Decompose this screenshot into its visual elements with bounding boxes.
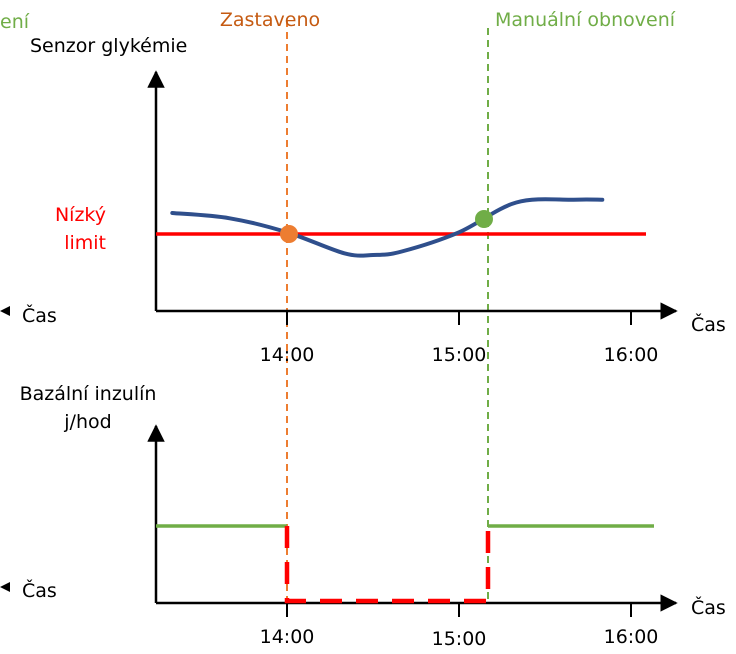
- basal-y-axis-label-line1: Bazální inzulín: [20, 383, 157, 405]
- glucose-chart: Senzor glykémie 14:00 15:00 16:00 Čas Ča…: [0, 35, 726, 366]
- glucose-tick-label-1400: 14:00: [260, 344, 315, 366]
- low-limit-label-line1: Nízký: [55, 204, 106, 226]
- basal-y-axis-label-line2: j/hod: [63, 411, 111, 433]
- glucose-curve: [170, 197, 605, 258]
- low-limit-label-line2: limit: [64, 232, 106, 254]
- basal-tick-label-1400: 14:00: [260, 626, 315, 648]
- glucose-x-axis-label: Čas: [691, 312, 726, 336]
- basal-chart: Bazální inzulín j/hod 14:00 15:00 16:00 …: [0, 383, 726, 650]
- basal-left-arrowhead: [0, 582, 10, 592]
- basal-left-x-label: Čas: [22, 578, 57, 602]
- stopped-marker: [280, 225, 298, 243]
- glucose-y-axis-label: Senzor glykémie: [30, 35, 187, 57]
- glucose-left-arrowhead: [0, 306, 10, 316]
- stopped-label: Zastaveno: [220, 9, 320, 31]
- glucose-left-x-label: Čas: [22, 303, 57, 327]
- cutoff-left-label: ení: [0, 11, 30, 33]
- resume-label: Manuální obnovení: [495, 9, 676, 31]
- glucose-tick-label-1600: 16:00: [604, 344, 659, 366]
- resume-marker: [475, 210, 493, 228]
- basal-x-axis-label: Čas: [691, 595, 726, 619]
- basal-tick-label-1600: 16:00: [604, 626, 659, 648]
- basal-tick-label-1500: 15:00: [432, 628, 487, 650]
- glucose-tick-label-1500: 15:00: [432, 344, 487, 366]
- basal-suspended-segment: [284, 526, 491, 604]
